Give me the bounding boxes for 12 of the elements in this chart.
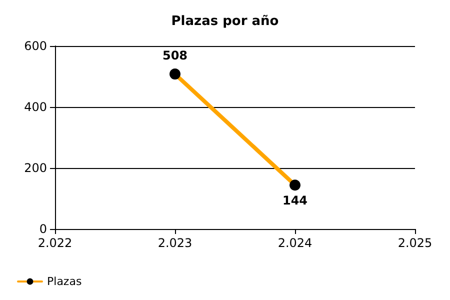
chart-title: Plazas por año xyxy=(171,14,279,29)
data-label: 508 xyxy=(162,48,188,63)
x-tick-label: 2.024 xyxy=(278,236,312,250)
y-tick-label: 200 xyxy=(24,161,47,175)
y-tick-label: 600 xyxy=(24,39,47,53)
data-label: 144 xyxy=(282,194,308,208)
x-tick-label: 2.023 xyxy=(158,236,192,250)
y-tick-label: 400 xyxy=(24,100,47,114)
x-tick-label: 2.022 xyxy=(38,236,72,250)
x-tick-label: 2.025 xyxy=(398,236,432,250)
legend-label: Plazas xyxy=(47,275,82,288)
y-tick-label: 0 xyxy=(39,222,47,236)
